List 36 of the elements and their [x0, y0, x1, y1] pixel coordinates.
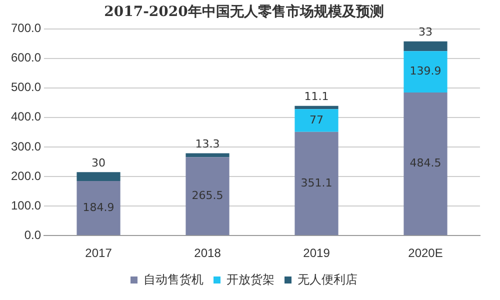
y-tick-label: 600.0 — [11, 50, 42, 65]
x-tick-label: 2019 — [303, 246, 330, 260]
data-label: 30 — [92, 156, 106, 170]
y-tick-label: 200.0 — [11, 168, 42, 183]
bar — [186, 153, 230, 158]
bar — [404, 41, 448, 52]
y-tick-label: 700.0 — [11, 21, 42, 36]
bar — [404, 51, 448, 92]
data-label: 484.5 — [410, 156, 442, 170]
y-tick-label: 300.0 — [11, 139, 42, 154]
data-label: 139.9 — [410, 64, 442, 78]
legend-label: 自动售货机 — [144, 272, 204, 286]
legend-label: 开放货架 — [226, 272, 274, 286]
legend-label: 无人便利店 — [298, 272, 358, 286]
data-label: 265.5 — [192, 188, 224, 202]
bar — [294, 109, 338, 132]
data-label: 11.1 — [304, 90, 329, 104]
data-label: 13.3 — [195, 138, 220, 151]
data-label: 351.1 — [300, 176, 332, 190]
y-tick-label: 0.0 — [24, 228, 42, 242]
y-tick-label: 100.0 — [11, 198, 42, 212]
y-tick-label: 400.0 — [11, 110, 42, 124]
data-label: 184.9 — [82, 200, 114, 214]
bar — [186, 157, 230, 236]
bar — [404, 92, 448, 236]
bar — [76, 180, 120, 236]
x-tick-label: 2018 — [194, 246, 222, 260]
bar — [76, 172, 120, 181]
bar — [294, 132, 338, 236]
bar — [294, 106, 338, 110]
data-label: 33 — [418, 26, 433, 39]
x-tick-label: 2017 — [85, 246, 112, 260]
chart-title: 2017-2020年中国无人零售市场规模及预测 — [104, 3, 384, 20]
x-tick-label: 2020E — [408, 246, 443, 260]
y-tick-label: 500.0 — [11, 80, 42, 94]
data-label: 77 — [310, 113, 324, 126]
